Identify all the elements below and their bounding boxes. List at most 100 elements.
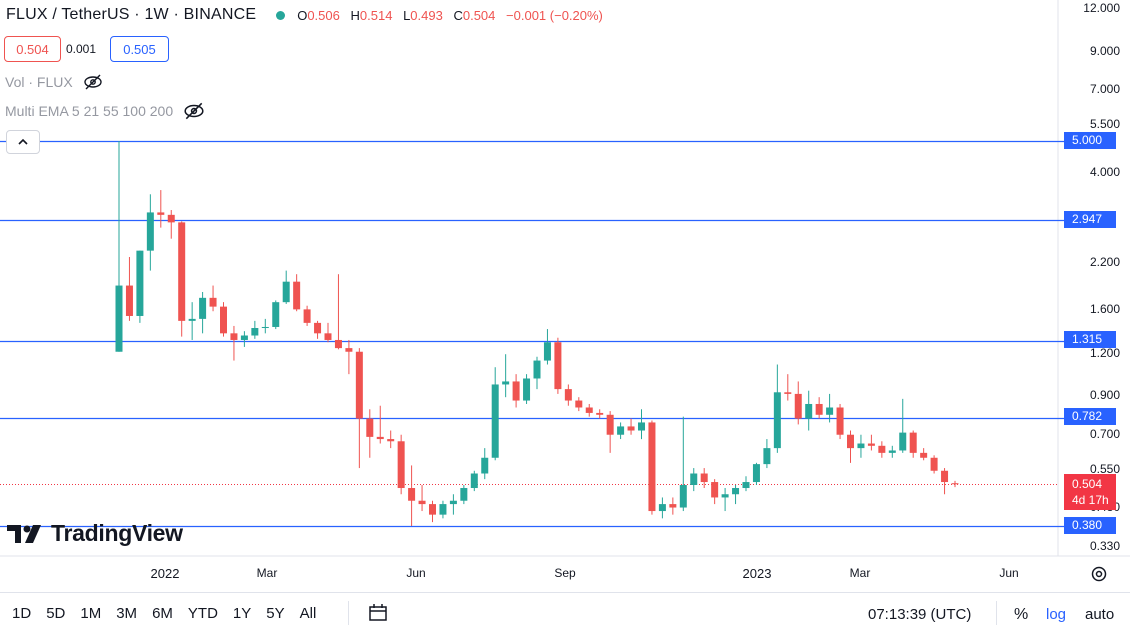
candle-body: [648, 422, 656, 512]
price-axis-label: 0.900: [1089, 388, 1120, 402]
indicator-multi-ema[interactable]: Multi EMA 5 21 55 100 200: [5, 102, 205, 120]
candle-body: [167, 214, 175, 223]
candle-body: [784, 392, 792, 394]
candle-body: [941, 470, 949, 483]
candle-body: [658, 504, 666, 512]
range-button-5d[interactable]: 5D: [46, 605, 66, 622]
range-button-ytd[interactable]: YTD: [187, 605, 218, 622]
eye-off-icon[interactable]: [183, 102, 205, 120]
candle-body: [230, 333, 238, 340]
range-button-1m[interactable]: 1M: [80, 605, 102, 622]
candle-body: [951, 483, 959, 485]
range-button-6m[interactable]: 6M: [152, 605, 173, 622]
candle-body: [826, 407, 834, 415]
candle-body: [366, 418, 374, 437]
candle-body: [930, 457, 938, 471]
log-scale-toggle[interactable]: log: [1046, 606, 1067, 623]
toolbar-divider: [996, 601, 997, 625]
date-range-button[interactable]: [368, 603, 390, 628]
indicator-volume[interactable]: Vol · FLUX: [5, 74, 103, 90]
sell-button[interactable]: 0.504: [4, 36, 61, 62]
gear-icon: [1091, 566, 1107, 582]
change-value: −0.001 (−0.20%): [506, 7, 603, 23]
candle-body: [878, 445, 886, 453]
candle-body: [638, 422, 645, 431]
candle-body: [251, 328, 259, 336]
percent-scale-toggle[interactable]: %: [1014, 606, 1029, 623]
candle-body: [732, 488, 740, 495]
candle-body: [355, 351, 363, 419]
tradingview-logo[interactable]: TradingView: [7, 520, 183, 547]
candle-body: [272, 302, 280, 327]
chart-settings-button[interactable]: [1090, 565, 1108, 588]
candle-body: [815, 403, 823, 415]
candle-body: [554, 342, 562, 390]
close-label: C: [453, 7, 463, 23]
symbol-title[interactable]: FLUX / TetherUS · 1W · BINANCE: [6, 6, 257, 23]
range-button-3m[interactable]: 3M: [116, 605, 138, 622]
high-value: 0.514: [359, 7, 393, 23]
open-value: 0.506: [307, 7, 340, 23]
logo-text: TradingView: [51, 520, 183, 546]
range-button-all[interactable]: All: [299, 605, 317, 622]
collapse-legend-button[interactable]: [6, 130, 40, 154]
level-price-tag: 2.947: [1064, 211, 1116, 228]
candle-body: [481, 457, 489, 474]
candle-body: [867, 443, 875, 446]
candle-body: [533, 360, 541, 379]
indicator-label: Vol · FLUX: [5, 74, 73, 90]
candle-body: [157, 212, 165, 215]
candle-body: [909, 432, 917, 453]
buy-button[interactable]: 0.505: [110, 36, 169, 62]
close-value: 0.504: [462, 7, 496, 23]
candle-body: [920, 452, 928, 458]
price-axis-label: 2.200: [1089, 255, 1120, 269]
candle-body: [669, 504, 677, 508]
candle-body: [564, 389, 572, 401]
candle-body: [857, 443, 865, 449]
range-button-5y[interactable]: 5Y: [266, 605, 285, 622]
candle-body: [543, 342, 551, 361]
level-price-tag: 0.380: [1064, 517, 1116, 534]
range-button-1y[interactable]: 1Y: [232, 605, 252, 622]
candle-body: [125, 285, 133, 316]
candle-body: [429, 504, 436, 515]
utc-clock[interactable]: 07:13:39 (UTC): [868, 606, 972, 623]
time-axis-label: Mar: [256, 566, 278, 580]
candle-body: [502, 381, 510, 385]
time-axis-label: Mar: [849, 566, 871, 580]
candle-body: [199, 297, 207, 319]
candle-body: [334, 339, 342, 349]
candle-body: [711, 482, 719, 498]
candle-body: [188, 318, 196, 321]
open-label: O: [297, 7, 308, 23]
candle-body: [470, 473, 478, 489]
candle-body: [220, 306, 227, 334]
auto-scale-toggle[interactable]: auto: [1085, 606, 1115, 623]
candle-body: [376, 436, 384, 440]
eye-off-icon[interactable]: [83, 74, 103, 90]
last-price-tag: 0.504 4d 17h: [1064, 474, 1116, 510]
candle-body: [397, 441, 405, 489]
candle-body: [303, 309, 311, 323]
candle-body: [136, 250, 144, 316]
candle-body: [805, 403, 813, 419]
candle-body: [449, 500, 457, 505]
level-price-tag: 5.000: [1064, 132, 1116, 149]
price-axis-label: 9.000: [1089, 44, 1120, 58]
range-button-1d[interactable]: 1D: [12, 605, 32, 622]
candle-body: [178, 222, 186, 321]
candle-body: [324, 333, 332, 340]
time-axis-label: 2023: [742, 566, 772, 581]
candle-body: [146, 212, 154, 251]
candle-body: [240, 335, 248, 340]
toolbar-divider: [348, 601, 349, 625]
candle-body: [115, 285, 123, 352]
high-label: H: [350, 7, 360, 23]
candle-body: [293, 281, 301, 310]
candle-body: [752, 464, 760, 483]
price-chart[interactable]: [0, 0, 1130, 592]
candle-body: [575, 400, 583, 408]
time-axis-label: Jun: [406, 566, 426, 580]
candle-body: [408, 488, 416, 501]
